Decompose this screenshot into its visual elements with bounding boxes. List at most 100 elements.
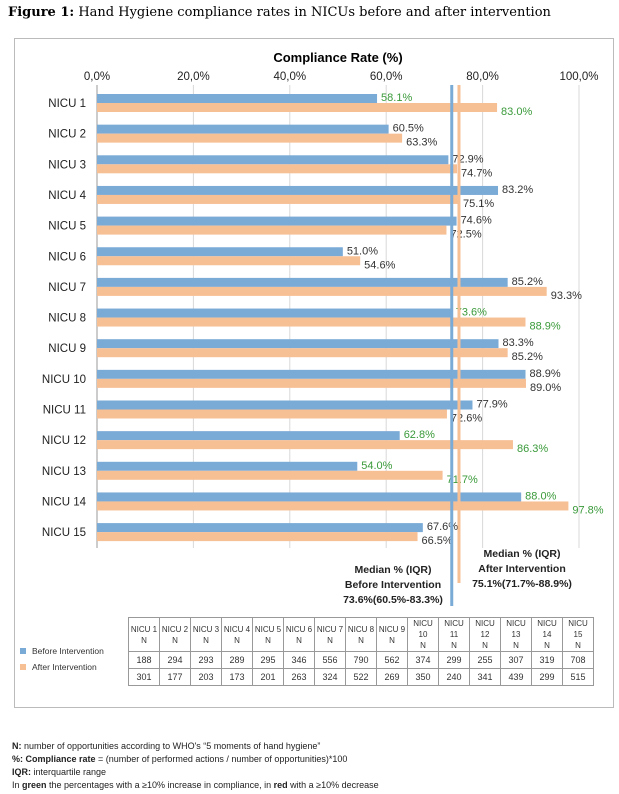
category-label: NICU 6 (48, 251, 86, 263)
axis-title: Compliance Rate (%) (273, 50, 402, 65)
data-label: 54.0% (361, 460, 392, 472)
bar-after (97, 501, 569, 511)
table-header: NICU 11 N (438, 617, 470, 652)
table-cell: 522 (345, 668, 377, 686)
data-label: 72.6% (451, 413, 482, 425)
bar-before (97, 277, 508, 287)
bar-after (97, 225, 447, 235)
bar-before (97, 339, 499, 349)
category-label: NICU 9 (48, 343, 86, 355)
data-label: 74.6% (461, 215, 492, 227)
median-label-after: Median % (IQR) (483, 548, 560, 560)
data-label: 85.2% (512, 351, 543, 363)
table-cell: 439 (500, 668, 532, 686)
bar-before (97, 124, 389, 134)
table-cell: 173 (221, 668, 253, 686)
bar-before (97, 461, 358, 471)
data-label: 83.0% (501, 106, 532, 118)
legend-after: After Intervention (20, 662, 97, 672)
table-cell: 177 (159, 668, 191, 686)
category-label: NICU 11 (43, 405, 86, 417)
bar-after (97, 348, 508, 358)
median-label-before: Before Intervention (345, 579, 441, 591)
table-cell: 324 (314, 668, 346, 686)
table-cell: 350 (407, 668, 439, 686)
data-label: 97.8% (572, 504, 603, 516)
category-label: NICU 13 (42, 466, 86, 478)
category-label: NICU 3 (48, 159, 86, 171)
bar-before (97, 369, 526, 379)
data-label: 63.3% (406, 137, 437, 149)
footnote: %: Compliance rate = (number of performe… (12, 754, 348, 764)
data-label: 58.1% (381, 92, 412, 104)
table-cell: 263 (283, 668, 315, 686)
figure-title-text: Hand Hygiene compliance rates in NICUs b… (74, 5, 551, 20)
bar-after (97, 378, 526, 388)
bar-after (97, 133, 403, 143)
table-header: NICU 14 N (531, 617, 563, 652)
table-cell: 708 (562, 651, 594, 669)
data-label: 77.9% (476, 399, 507, 411)
bar-after (97, 103, 498, 112)
data-label: 72.9% (452, 153, 483, 165)
bar-after (97, 164, 458, 174)
category-label: NICU 10 (42, 374, 86, 386)
table-cell: 562 (376, 651, 408, 669)
data-label: 72.5% (450, 229, 481, 241)
data-label: 51.0% (347, 245, 378, 257)
data-label: 73.6% (456, 307, 487, 319)
data-label: 74.7% (461, 167, 492, 179)
category-label: NICU 4 (48, 190, 86, 202)
bar-before (97, 94, 378, 103)
bar-after (97, 409, 447, 419)
footnote: IQR: interquartile range (12, 767, 107, 777)
table-cell: 319 (531, 651, 563, 669)
data-label: 88.0% (525, 490, 556, 502)
bar-before (97, 216, 457, 226)
category-label: NICU 14 (42, 496, 87, 508)
table-cell: 293 (190, 651, 222, 669)
bar-after (97, 317, 526, 327)
data-label: 86.3% (517, 443, 548, 455)
table-header: NICU 10 N (407, 617, 439, 652)
table-cell: 188 (128, 651, 160, 669)
table-cell: 203 (190, 668, 222, 686)
table-header: NICU 15 N (562, 617, 594, 652)
table-cell: 307 (500, 651, 532, 669)
x-tick-label: 60,0% (370, 71, 403, 83)
x-tick-label: 80,0% (466, 71, 499, 83)
data-label: 62.8% (404, 429, 435, 441)
footnotes: N: number of opportunities according to … (12, 740, 379, 792)
bar-after (97, 470, 443, 480)
figure-label: Figure 1: (8, 5, 75, 20)
data-label: 85.2% (512, 276, 543, 288)
table-cell: 346 (283, 651, 315, 669)
legend-label-before: Before Intervention (32, 646, 104, 656)
bar-before (97, 523, 423, 533)
data-label: 60.5% (393, 123, 424, 135)
data-label: 83.3% (503, 337, 534, 349)
x-tick-label: 40,0% (273, 71, 306, 83)
bar-after (97, 256, 361, 266)
category-label: NICU 5 (48, 221, 86, 233)
legend-label-after: After Intervention (32, 662, 97, 672)
bar-before (97, 247, 343, 257)
bar-before (97, 431, 400, 441)
median-label-before: 73.6%(60.5%-83.3%) (343, 594, 443, 606)
table-cell: 299 (438, 651, 470, 669)
legend-swatch-after (20, 664, 26, 670)
data-label: 54.6% (364, 259, 395, 271)
legend-before: Before Intervention (20, 646, 104, 656)
bar-before (97, 492, 522, 502)
data-label: 83.2% (502, 184, 533, 196)
legend-swatch-before (20, 648, 26, 654)
category-label: NICU 7 (48, 282, 86, 294)
category-label: NICU 12 (42, 435, 86, 447)
category-label: NICU 1 (48, 98, 86, 110)
